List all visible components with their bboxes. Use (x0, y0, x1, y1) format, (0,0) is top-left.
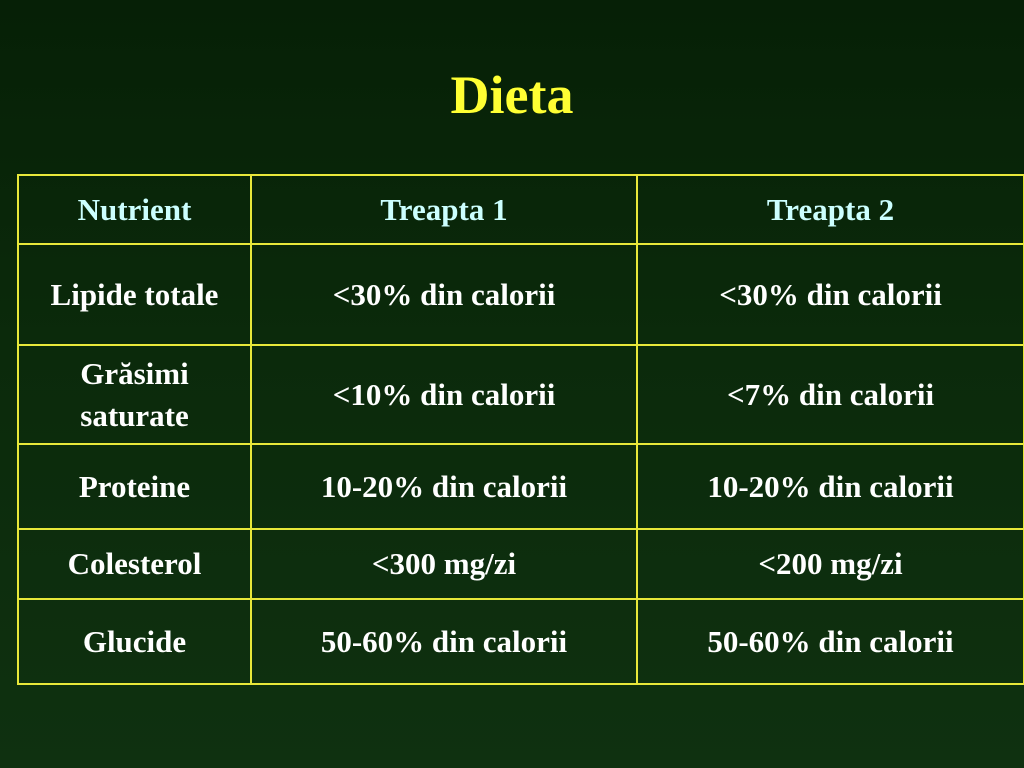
nutrient-cell: Glucide (17, 598, 252, 685)
header-treapta-1: Treapta 1 (250, 174, 638, 245)
treapta-1-cell: 50-60% din calorii (250, 598, 638, 685)
header-nutrient: Nutrient (17, 174, 252, 245)
treapta-2-cell: 10-20% din calorii (636, 443, 1024, 530)
table-header-row: Nutrient Treapta 1 Treapta 2 (17, 174, 1024, 245)
table-row: Glucide 50-60% din calorii 50-60% din ca… (17, 598, 1024, 685)
treapta-1-cell: <30% din calorii (250, 243, 638, 346)
treapta-2-cell: 50-60% din calorii (636, 598, 1024, 685)
nutrient-cell: Grăsimi saturate (17, 344, 252, 445)
nutrient-cell: Proteine (17, 443, 252, 530)
table-row: Grăsimi saturate <10% din calorii <7% di… (17, 344, 1024, 445)
treapta-1-cell: <300 mg/zi (250, 528, 638, 600)
slide-title: Dieta (450, 65, 574, 125)
header-treapta-2: Treapta 2 (636, 174, 1024, 245)
table-row: Proteine 10-20% din calorii 10-20% din c… (17, 443, 1024, 530)
treapta-2-cell: <30% din calorii (636, 243, 1024, 346)
table-row: Colesterol <300 mg/zi <200 mg/zi (17, 528, 1024, 600)
treapta-1-cell: 10-20% din calorii (250, 443, 638, 530)
table-row: Lipide totale <30% din calorii <30% din … (17, 243, 1024, 346)
diet-table: Nutrient Treapta 1 Treapta 2 Lipide tota… (17, 174, 1024, 685)
treapta-2-cell: <7% din calorii (636, 344, 1024, 445)
nutrient-cell: Lipide totale (17, 243, 252, 346)
nutrient-cell: Colesterol (17, 528, 252, 600)
treapta-1-cell: <10% din calorii (250, 344, 638, 445)
treapta-2-cell: <200 mg/zi (636, 528, 1024, 600)
